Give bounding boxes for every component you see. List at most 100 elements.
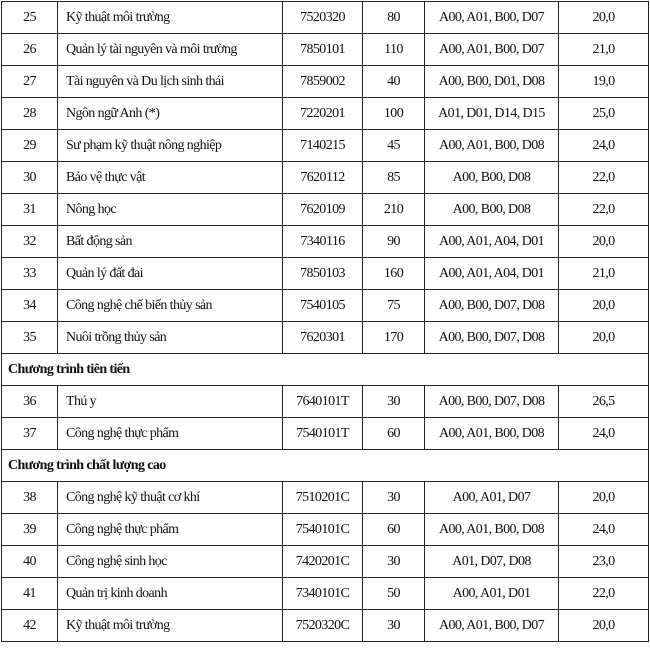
cutoff-score-cell: 19,0: [558, 65, 649, 98]
table-row: 30 Bảo vệ thực vật 7620112 85 A00, B00, D08 2…: [1, 161, 649, 194]
subject-combinations-cell: A00, A01, B00, D07: [424, 609, 559, 642]
quota-cell: 170: [362, 321, 425, 354]
table-row: 40 Công nghệ sinh học 7420201C 30 A01, D07, …: [1, 545, 649, 578]
major-code-cell: 7340116: [282, 225, 363, 258]
cutoff-score-cell: 22,0: [558, 161, 649, 194]
cutoff-score-cell: 20,0: [558, 289, 649, 322]
cutoff-score-cell: 24,0: [558, 513, 649, 546]
subject-combinations-cell: A00, A01, B00, D08: [424, 417, 559, 450]
row-number-cell: 40: [1, 545, 58, 578]
major-code-cell: 7420201C: [282, 545, 363, 578]
row-number-cell: 39: [1, 513, 58, 546]
quota-cell: 60: [362, 417, 425, 450]
cutoff-score-cell: 20,0: [558, 225, 649, 258]
subject-combinations-cell: A00, A01, B00, D07: [424, 1, 559, 34]
table-row: 27 Tài nguyên và Du lịch sinh thái 7859002…: [1, 65, 649, 98]
cutoff-score-cell: 23,0: [558, 545, 649, 578]
table-row: 33 Quản lý đất đai 7850103 160 A00, A01, A04…: [1, 257, 649, 290]
row-number-cell: 25: [1, 1, 58, 34]
major-name-cell: Ngôn ngữ Anh (*): [57, 97, 283, 130]
quota-cell: 75: [362, 289, 425, 322]
subject-combinations-cell: A00, A01, D07: [424, 481, 559, 514]
row-number-cell: 38: [1, 481, 58, 514]
subject-combinations-cell: A01, D07, D08: [424, 545, 559, 578]
cutoff-score-cell: 24,0: [558, 129, 649, 162]
subject-combinations-cell: A01, D01, D14, D15: [424, 97, 559, 130]
major-name-cell: Công nghệ thực phẩm: [57, 513, 283, 546]
major-code-cell: 7620112: [282, 161, 363, 194]
admission-table: 25 Kỹ thuật môi trường 7520320 80 A00, A01, …: [1, 1, 649, 642]
row-number-cell: 30: [1, 161, 58, 194]
quota-cell: 210: [362, 193, 425, 226]
major-name-cell: Quản trị kinh doanh: [57, 577, 283, 610]
major-name-cell: Tài nguyên và Du lịch sinh thái: [57, 65, 283, 98]
quota-cell: 100: [362, 97, 425, 130]
major-name-cell: Nông học: [57, 193, 283, 226]
row-number-cell: 41: [1, 577, 58, 610]
subject-combinations-cell: A00, A01, B00, D07: [424, 33, 559, 66]
section-row: Chương trình tiên tiến: [1, 353, 649, 386]
row-number-cell: 37: [1, 417, 58, 450]
cutoff-score-cell: 22,0: [558, 193, 649, 226]
table-row: 32 Bất động sản 7340116 90 A00, A01, A04, D0…: [1, 225, 649, 258]
subject-combinations-cell: A00, B00, D07, D08: [424, 289, 559, 322]
major-name-cell: Kỹ thuật môi trường: [57, 1, 283, 34]
major-name-cell: Công nghệ kỹ thuật cơ khí: [57, 481, 283, 514]
major-code-cell: 7520320C: [282, 609, 363, 642]
major-name-cell: Công nghệ thực phẩm: [57, 417, 283, 450]
table-row: 35 Nuôi trồng thủy sản 7620301 170 A00, B00,…: [1, 321, 649, 354]
row-number-cell: 42: [1, 609, 58, 642]
major-code-cell: 7620109: [282, 193, 363, 226]
cutoff-score-cell: 25,0: [558, 97, 649, 130]
quota-cell: 110: [362, 33, 425, 66]
cutoff-score-cell: 22,0: [558, 577, 649, 610]
major-code-cell: 7640101T: [282, 385, 363, 418]
major-name-cell: Nuôi trồng thủy sản: [57, 321, 283, 354]
quota-cell: 60: [362, 513, 425, 546]
row-number-cell: 27: [1, 65, 58, 98]
major-code-cell: 7540105: [282, 289, 363, 322]
major-code-cell: 7340101C: [282, 577, 363, 610]
section-title: Chương trình tiên tiến: [1, 353, 649, 386]
subject-combinations-cell: A00, B00, D08: [424, 193, 559, 226]
cutoff-score-cell: 20,0: [558, 321, 649, 354]
table-row: 39 Công nghệ thực phẩm 7540101C 60 A00, A01,…: [1, 513, 649, 546]
table-row: 29 Sư phạm kỹ thuật nông nghiệp 7140215 45 A…: [1, 129, 649, 162]
table-row: 41 Quản trị kinh doanh 7340101C 50 A00, A01,…: [1, 577, 649, 610]
row-number-cell: 31: [1, 193, 58, 226]
major-code-cell: 7859002: [282, 65, 363, 98]
quota-cell: 30: [362, 545, 425, 578]
major-name-cell: Kỹ thuật môi trường: [57, 609, 283, 642]
major-code-cell: 7850101: [282, 33, 363, 66]
row-number-cell: 32: [1, 225, 58, 258]
subject-combinations-cell: A00, A01, A04, D01: [424, 225, 559, 258]
cutoff-score-cell: 24,0: [558, 417, 649, 450]
table-row: 26 Quản lý tài nguyên và môi trường 785010…: [1, 33, 649, 66]
table-row: 25 Kỹ thuật môi trường 7520320 80 A00, A01, …: [1, 1, 649, 34]
major-code-cell: 7540101T: [282, 417, 363, 450]
major-code-cell: 7520320: [282, 1, 363, 34]
row-number-cell: 29: [1, 129, 58, 162]
section-title: Chương trình chất lượng cao: [1, 449, 649, 482]
table-row: 36 Thú y 7640101T 30 A00, B00, D07, D08 26,5: [1, 385, 649, 418]
subject-combinations-cell: A00, A01, A04, D01: [424, 257, 559, 290]
table-row: 34 Công nghệ chế biến thủy sản 7540105 75 A0…: [1, 289, 649, 322]
major-code-cell: 7850103: [282, 257, 363, 290]
quota-cell: 45: [362, 129, 425, 162]
table-row: 42 Kỹ thuật môi trường 7520320C 30 A00, A01,…: [1, 609, 649, 642]
major-name-cell: Công nghệ sinh học: [57, 545, 283, 578]
table-row: 31 Nông học 7620109 210 A00, B00, D08 22,0: [1, 193, 649, 226]
quota-cell: 50: [362, 577, 425, 610]
major-code-cell: 7140215: [282, 129, 363, 162]
row-number-cell: 35: [1, 321, 58, 354]
subject-combinations-cell: A00, B00, D08: [424, 161, 559, 194]
quota-cell: 30: [362, 385, 425, 418]
quota-cell: 160: [362, 257, 425, 290]
row-number-cell: 28: [1, 97, 58, 130]
row-number-cell: 26: [1, 33, 58, 66]
cutoff-score-cell: 20,0: [558, 1, 649, 34]
quota-cell: 40: [362, 65, 425, 98]
subject-combinations-cell: A00, A01, B00, D08: [424, 513, 559, 546]
subject-combinations-cell: A00, B00, D01, D08: [424, 65, 559, 98]
major-name-cell: Thú y: [57, 385, 283, 418]
